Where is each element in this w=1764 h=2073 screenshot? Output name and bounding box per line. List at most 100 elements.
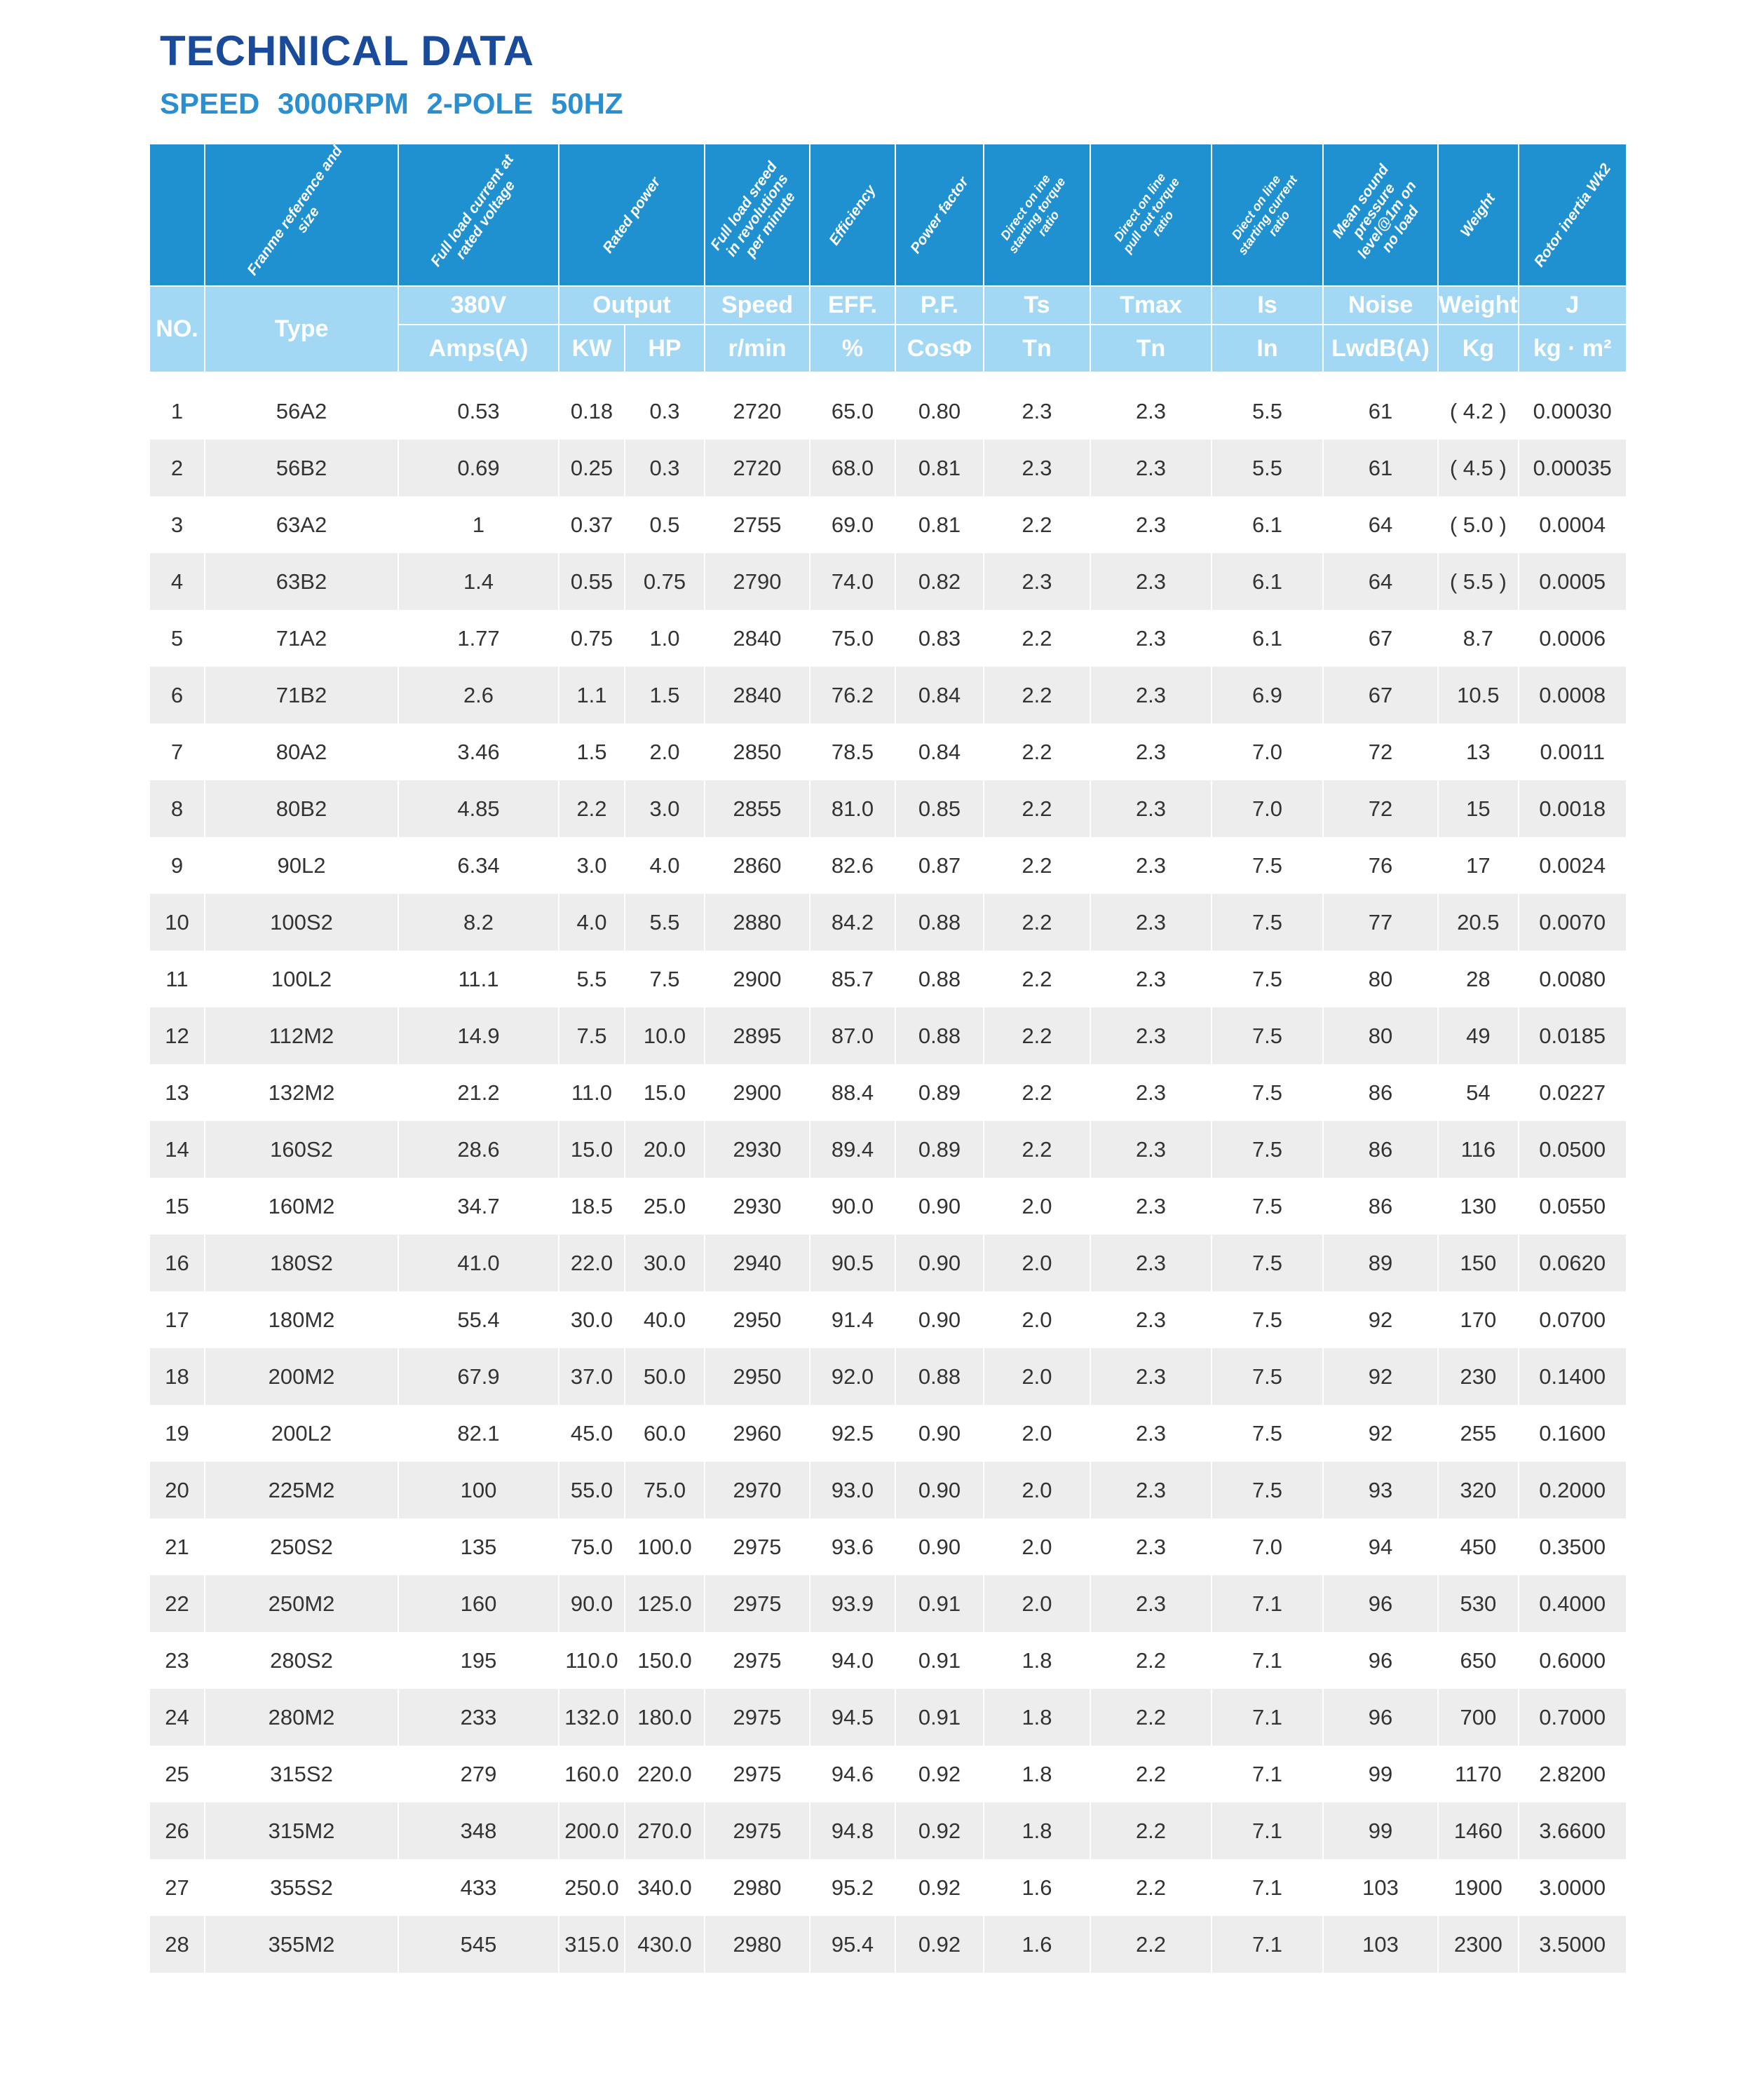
cell-weight: 13 [1437,723,1519,780]
cell-speed: 2975 [704,1518,810,1575]
cell-eff: 90.5 [809,1235,896,1291]
table-row: 13 132M2 21.2 11.0 15.0 2900 88.4 0.89 2.2 2.3 7.5… [149,1064,1627,1121]
cell-pf: 0.90 [895,1518,984,1575]
cell-eff: 95.4 [809,1916,896,1973]
cell-inertia: 0.00030 [1517,383,1627,440]
cell-ts-tn: 2.2 [983,1121,1091,1178]
cell-pf: 0.84 [895,723,984,780]
header-unit: % [809,324,896,373]
cell-eff: 91.4 [809,1291,896,1348]
cell-is-in: 6.1 [1211,553,1324,610]
cell-tmax-tn: 2.3 [1090,496,1212,553]
cell-is-in: 6.9 [1211,667,1324,723]
table-row: 22 250M2 160 90.0 125.0 2975 93.9 0.91 2.0 2.3 7.1… [149,1575,1627,1632]
cell-tmax-tn: 2.3 [1090,723,1212,780]
cell-inertia: 3.6600 [1517,1802,1627,1859]
cell-type: 160M2 [204,1178,399,1235]
cell-no: 19 [149,1405,205,1462]
cell-pf: 0.90 [895,1291,984,1348]
cell-inertia: 0.0008 [1517,667,1627,723]
cell-no: 8 [149,780,205,837]
cell-inertia: 0.0006 [1517,610,1627,667]
cell-noise: 61 [1322,440,1439,496]
table-row: 10 100S2 8.2 4.0 5.5 2880 84.2 0.88 2.2 2.3 7.5 77 2… [149,894,1627,951]
cell-type: 200M2 [204,1348,399,1405]
cell-pf: 0.92 [895,1802,984,1859]
cell-amps: 100 [398,1462,559,1518]
cell-tmax-tn: 2.3 [1090,553,1212,610]
header-unit: Amps(A) [398,324,559,373]
cell-speed: 2975 [704,1746,810,1802]
cell-inertia: 0.7000 [1517,1689,1627,1746]
cell-type: 180S2 [204,1235,399,1291]
cell-speed: 2975 [704,1689,810,1746]
cell-inertia: 3.0000 [1517,1859,1627,1916]
cell-weight: ( 5.0 ) [1437,496,1519,553]
cell-speed: 2950 [704,1348,810,1405]
header-desc-rated-power: Rated power [558,144,705,286]
cell-ts-tn: 2.0 [983,1291,1091,1348]
cell-noise: 99 [1322,1802,1439,1859]
cell-type: 80B2 [204,780,399,837]
cell-is-in: 7.5 [1211,1064,1324,1121]
cell-tmax-tn: 2.3 [1090,440,1212,496]
cell-pf: 0.89 [895,1121,984,1178]
cell-ts-tn: 2.2 [983,780,1091,837]
cell-weight: 450 [1437,1518,1519,1575]
cell-tmax-tn: 2.2 [1090,1746,1212,1802]
cell-weight: ( 4.2 ) [1437,383,1519,440]
table-row: 1 56A2 0.53 0.18 0.3 2720 65.0 0.80 2.3 2.3 5.5 61(… [149,383,1627,440]
cell-pf: 0.82 [895,553,984,610]
cell-no: 9 [149,837,205,894]
cell-ts-tn: 2.3 [983,440,1091,496]
cell-eff: 76.2 [809,667,896,723]
cell-ts-tn: 2.2 [983,894,1091,951]
cell-pf: 0.91 [895,1632,984,1689]
cell-amps: 233 [398,1689,559,1746]
cell-inertia: 0.2000 [1517,1462,1627,1518]
cell-pf: 0.85 [895,780,984,837]
table-row: 8 80B2 4.85 2.2 3.0 2855 81.0 0.85 2.2 2.3 7.0 72 15… [149,780,1627,837]
cell-amps: 195 [398,1632,559,1689]
header-unit: In [1211,324,1324,373]
cell-tmax-tn: 2.2 [1090,1802,1212,1859]
header-desc-pullout-torque: Direct on line pull out torque ratio [1090,144,1212,286]
cell-ts-tn: 1.6 [983,1916,1091,1973]
cell-ts-tn: 2.2 [983,951,1091,1007]
cell-eff: 92.5 [809,1405,896,1462]
cell-weight: 700 [1437,1689,1519,1746]
cell-amps: 41.0 [398,1235,559,1291]
table-row: 23 280S2 195 110.0 150.0 2975 94.0 0.91 1.8 2.2 7.… [149,1632,1627,1689]
cell-ts-tn: 1.8 [983,1632,1091,1689]
cell-weight: ( 5.5 ) [1437,553,1519,610]
header-sym: Tmax [1090,285,1212,325]
cell-no: 20 [149,1462,205,1518]
cell-noise: 64 [1322,496,1439,553]
header-sym: EFF. [809,285,896,325]
cell-speed: 2720 [704,383,810,440]
cell-is-in: 7.1 [1211,1802,1324,1859]
cell-kw: 1.5 [558,723,625,780]
cell-type: 315S2 [204,1746,399,1802]
table-row: 5 71A2 1.77 0.75 1.0 2840 75.0 0.83 2.2 2.3 6.1 67 8… [149,610,1627,667]
cell-amps: 1.77 [398,610,559,667]
cell-amps: 0.53 [398,383,559,440]
cell-ts-tn: 2.0 [983,1405,1091,1462]
cell-is-in: 7.5 [1211,1405,1324,1462]
cell-hp: 25.0 [624,1178,705,1235]
cell-type: 63B2 [204,553,399,610]
cell-speed: 2840 [704,610,810,667]
cell-hp: 50.0 [624,1348,705,1405]
cell-inertia: 0.1600 [1517,1405,1627,1462]
cell-weight: 530 [1437,1575,1519,1632]
header-sym: Ts [983,285,1091,325]
table-row: 3 63A2 1 0.37 0.5 2755 69.0 0.81 2.2 2.3 6.1 64( 5.… [149,496,1627,553]
cell-amps: 135 [398,1518,559,1575]
table-row: 9 90L2 6.34 3.0 4.0 2860 82.6 0.87 2.2 2.3 7.5 76 17… [149,837,1627,894]
header-desc-weight: Weight [1437,144,1519,286]
cell-kw: 11.0 [558,1064,625,1121]
cell-pf: 0.88 [895,951,984,1007]
cell-weight: 1460 [1437,1802,1519,1859]
cell-hp: 4.0 [624,837,705,894]
technical-data-table: Franme reference and size Full load curr… [149,144,1627,1973]
